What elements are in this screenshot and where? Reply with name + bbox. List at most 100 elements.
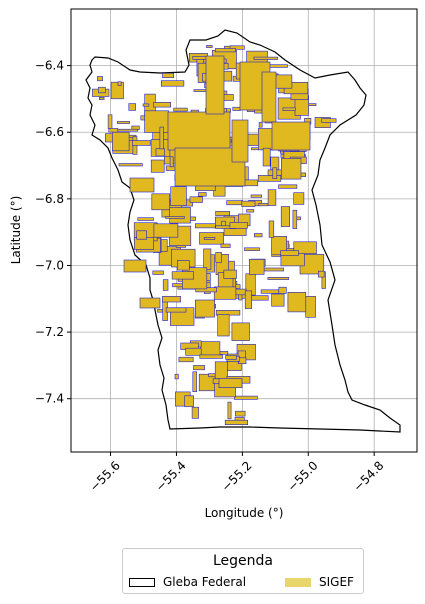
sigef-parcel: [218, 378, 243, 388]
sigef-parcel: [254, 233, 263, 238]
sigef-parcel: [215, 211, 231, 216]
sigef-parcel: [305, 295, 316, 318]
sigef-parcel: [250, 194, 262, 198]
sigef-parcel: [223, 269, 237, 279]
sigef-parcel: [292, 209, 298, 229]
sigef-parcel: [151, 193, 171, 211]
sigef-parcel: [293, 192, 305, 205]
sigef-parcel: [177, 260, 190, 271]
x-tick-label: −55.4: [153, 458, 189, 494]
sigef-parcel: [280, 158, 302, 180]
sigef-parcel: [198, 192, 207, 197]
sigef-parcel: [282, 107, 296, 111]
sigef-parcel: [268, 220, 275, 238]
sigef-parcel: [169, 156, 174, 168]
sigef-parcel: [118, 163, 143, 167]
y-tick-label: −7.2: [35, 325, 64, 339]
sigef-parcel: [140, 115, 146, 121]
sigef-parcel: [191, 406, 199, 419]
sigef-parcel: [280, 250, 299, 256]
sigef-parcel: [225, 354, 237, 360]
sigef-parcel: [153, 223, 179, 238]
sigef-parcel: [243, 179, 259, 187]
sigef-parcels: [92, 45, 337, 426]
sigef-parcel: [287, 291, 307, 313]
sigef-parcel: [159, 126, 164, 150]
x-axis-ticks: −55.6 −55.4 −55.2 −55.0 −54.8: [87, 452, 387, 494]
sigef-parcel: [271, 236, 287, 256]
sigef-parcel: [261, 71, 277, 123]
sigef-parcel: [152, 270, 164, 275]
sigef-parcel: [271, 293, 285, 307]
sigef-parcel: [192, 371, 197, 392]
sigef-parcel: [155, 148, 165, 157]
sigef-parcel: [217, 314, 230, 337]
sigef-parcel: [229, 222, 248, 229]
sigef-parcel: [99, 97, 105, 100]
sigef-parcel: [128, 103, 136, 111]
y-tick-label: −6.8: [35, 192, 64, 206]
sigef-parcel: [272, 167, 278, 180]
sigef-parcel: [267, 276, 289, 280]
sigef-parcel: [117, 121, 130, 124]
sigef-parcel: [206, 45, 213, 48]
legend-entry-gleba: Gleba Federal: [129, 575, 246, 589]
sigef-parcel: [244, 290, 252, 309]
sigef-parcel: [193, 365, 205, 371]
sigef-parcel: [153, 102, 171, 108]
sigef-parcel: [226, 200, 243, 206]
sigef-parcel: [203, 237, 216, 240]
sigef-parcel: [271, 121, 311, 151]
sigef-parcel: [231, 322, 250, 341]
sigef-parcel: [235, 410, 246, 417]
sigef-parcel: [224, 419, 248, 426]
sigef-parcel: [165, 307, 187, 313]
sigef-parcel: [208, 373, 216, 378]
sigef-parcel: [161, 80, 185, 87]
sigef-parcel: [162, 279, 169, 291]
sigef-parcel: [231, 119, 249, 163]
x-tick-label: −55.6: [87, 458, 123, 494]
sigef-parcel: [195, 299, 215, 318]
y-tick-label: −6.6: [35, 125, 64, 139]
sigef-parcel: [253, 56, 278, 60]
sigef-parcel: [278, 286, 287, 294]
sigef-parcel: [229, 45, 245, 50]
sigef-parcel: [257, 128, 275, 151]
sigef-parcel: [162, 295, 181, 303]
sigef-parcel: [279, 150, 284, 154]
sigef-parcel: [241, 200, 256, 207]
sigef-parcel: [136, 230, 147, 240]
sigef-parcel: [232, 106, 241, 111]
legend-entry-sigef: SIGEF: [285, 575, 354, 589]
sigef-parcel: [258, 122, 263, 128]
sigef-parcel: [227, 401, 232, 420]
sigef-parcel: [178, 356, 194, 363]
sigef-parcel: [203, 248, 212, 270]
x-tick-label: −54.8: [351, 458, 387, 494]
sigef-parcel: [117, 81, 122, 86]
sigef-parcel: [205, 55, 225, 115]
sigef-parcel: [321, 118, 337, 123]
sigef-parcel: [199, 354, 223, 359]
sigef-parcel: [162, 72, 174, 78]
sigef-parcel: [220, 243, 231, 248]
sigef-parcel: [110, 81, 124, 100]
sigef-parcel: [142, 103, 150, 107]
sigef-parcel: [123, 259, 147, 273]
sigef-parcel: [171, 271, 195, 280]
sigef-parcel: [112, 131, 130, 152]
sigef-parcel: [189, 196, 203, 203]
sigef-parcel: [169, 207, 191, 224]
x-tick-label: −55.0: [285, 458, 321, 494]
sigef-parcel: [185, 347, 202, 356]
y-tick-label: −6.4: [35, 59, 64, 73]
sigef-parcel: [249, 259, 265, 275]
sigef-parcel: [167, 111, 231, 151]
sigef-parcel: [280, 206, 291, 227]
sigef-parcel: [293, 241, 317, 255]
sigef-parcel: [262, 147, 271, 167]
sigef-parcel: [97, 76, 103, 82]
sigef-parcel: [258, 203, 269, 207]
